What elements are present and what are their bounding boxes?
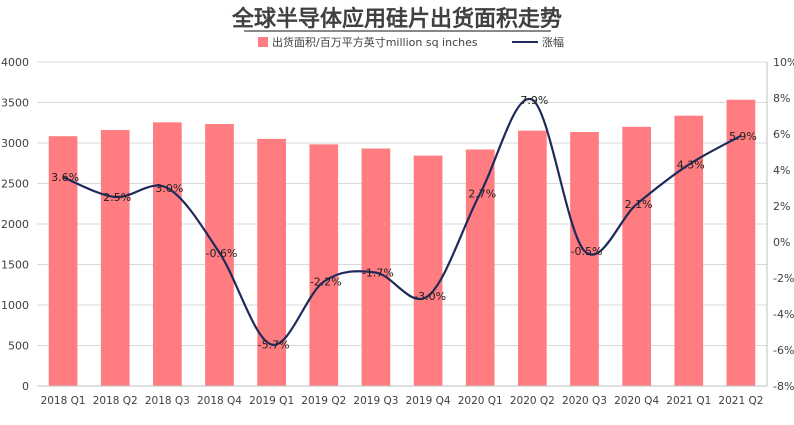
y-left-tick-label: 1500	[1, 259, 29, 272]
bar	[674, 115, 704, 386]
legend: 出货面积/百万平方英寸million sq inches 涨幅	[258, 35, 564, 49]
x-tick-label: 2021 Q1	[666, 395, 711, 407]
bar	[465, 149, 495, 386]
y-left-tick-label: 1000	[1, 299, 29, 312]
line-data-label: -3.0%	[414, 290, 446, 303]
y-left-tick-label: 500	[8, 340, 29, 353]
y-right-tick-label: 4%	[773, 164, 790, 177]
bar	[518, 130, 547, 386]
x-tick-label: 2020 Q4	[614, 395, 659, 407]
y-left-tick-label: 3500	[1, 97, 29, 110]
y-left-tick-label: 3000	[1, 137, 29, 150]
bar	[570, 132, 599, 386]
y-right-tick-label: 2%	[773, 200, 790, 213]
line-data-label: 2.7%	[468, 187, 496, 200]
line-data-label: 3.6%	[51, 171, 79, 184]
gridlines	[37, 61, 767, 387]
bar	[153, 122, 182, 386]
line-series	[62, 97, 742, 346]
line-data-label: 4.3%	[677, 159, 705, 172]
line-data-label: -5.7%	[258, 339, 290, 352]
x-tick-label: 2018 Q1	[41, 395, 86, 407]
x-tick-label: 2021 Q2	[718, 395, 763, 407]
line-data-label: 2.5%	[103, 191, 131, 204]
x-tick-label: 2020 Q2	[510, 395, 555, 407]
y-right-tick-label: -8%	[773, 380, 794, 393]
legend-bar-label: 出货面积/百万平方英寸million sq inches	[272, 35, 478, 49]
y-axis-right: -8% -6% -4% -2% 0% 2% 4% 6% 8% 10%	[766, 56, 794, 393]
y-axis-left: 0 500 1000 1500 2000 2500 3000 3500 4000	[1, 56, 29, 393]
bar	[309, 144, 339, 386]
growth-line	[62, 97, 742, 346]
line-data-label: -1.7%	[362, 267, 394, 280]
line-data-label: -0.5%	[571, 245, 603, 258]
x-tick-label: 2019 Q2	[301, 395, 346, 407]
legend-line-label: 涨幅	[542, 36, 564, 49]
line-data-label: 2.1%	[625, 198, 653, 211]
x-axis: 2018 Q1 2018 Q2 2018 Q3 2018 Q4 2019 Q1 2019 …	[37, 385, 767, 407]
line-data-labels: 3.6% 2.5% 3.0% -0.6% -5.7% -2.2% -1.7% -3.0% 2.7…	[51, 94, 757, 352]
x-tick-label: 2020 Q1	[458, 395, 503, 407]
x-tick-label: 2018 Q2	[93, 395, 138, 407]
y-left-tick-label: 0	[22, 380, 29, 393]
line-data-label: 5.9%	[729, 130, 757, 143]
x-tick-label: 2019 Q4	[406, 395, 451, 407]
x-tick-label: 2020 Q3	[562, 395, 607, 407]
bar	[622, 126, 651, 387]
bar	[100, 130, 130, 386]
bar	[205, 124, 234, 387]
y-right-tick-label: 8%	[773, 92, 790, 105]
y-left-tick-label: 2500	[1, 178, 29, 191]
line-data-label: 7.9%	[520, 94, 548, 107]
x-tick-label: 2018 Q4	[197, 395, 242, 407]
x-tick-label: 2019 Q3	[353, 395, 398, 407]
bar	[413, 155, 443, 386]
x-tick-label: 2018 Q3	[145, 395, 190, 407]
y-right-tick-label: -6%	[773, 344, 794, 357]
bar	[361, 148, 391, 386]
bar	[726, 99, 756, 386]
bar-series	[48, 99, 756, 387]
y-left-tick-label: 2000	[1, 218, 29, 231]
legend-bar-swatch	[258, 37, 268, 47]
y-right-tick-label: 6%	[773, 128, 790, 141]
y-right-tick-label: -2%	[773, 272, 794, 285]
y-left-tick-label: 4000	[1, 56, 29, 69]
y-right-tick-label: -4%	[773, 308, 794, 321]
x-tick-label: 2019 Q1	[249, 395, 294, 407]
line-data-label: 3.0%	[155, 182, 183, 195]
line-data-label: -0.6%	[206, 247, 238, 260]
y-right-tick-label: 0%	[773, 236, 790, 249]
chart-title: 全球半导体应用硅片出货面积走势	[231, 6, 562, 32]
y-right-tick-label: 10%	[773, 56, 794, 69]
line-data-label: -2.2%	[310, 276, 342, 289]
